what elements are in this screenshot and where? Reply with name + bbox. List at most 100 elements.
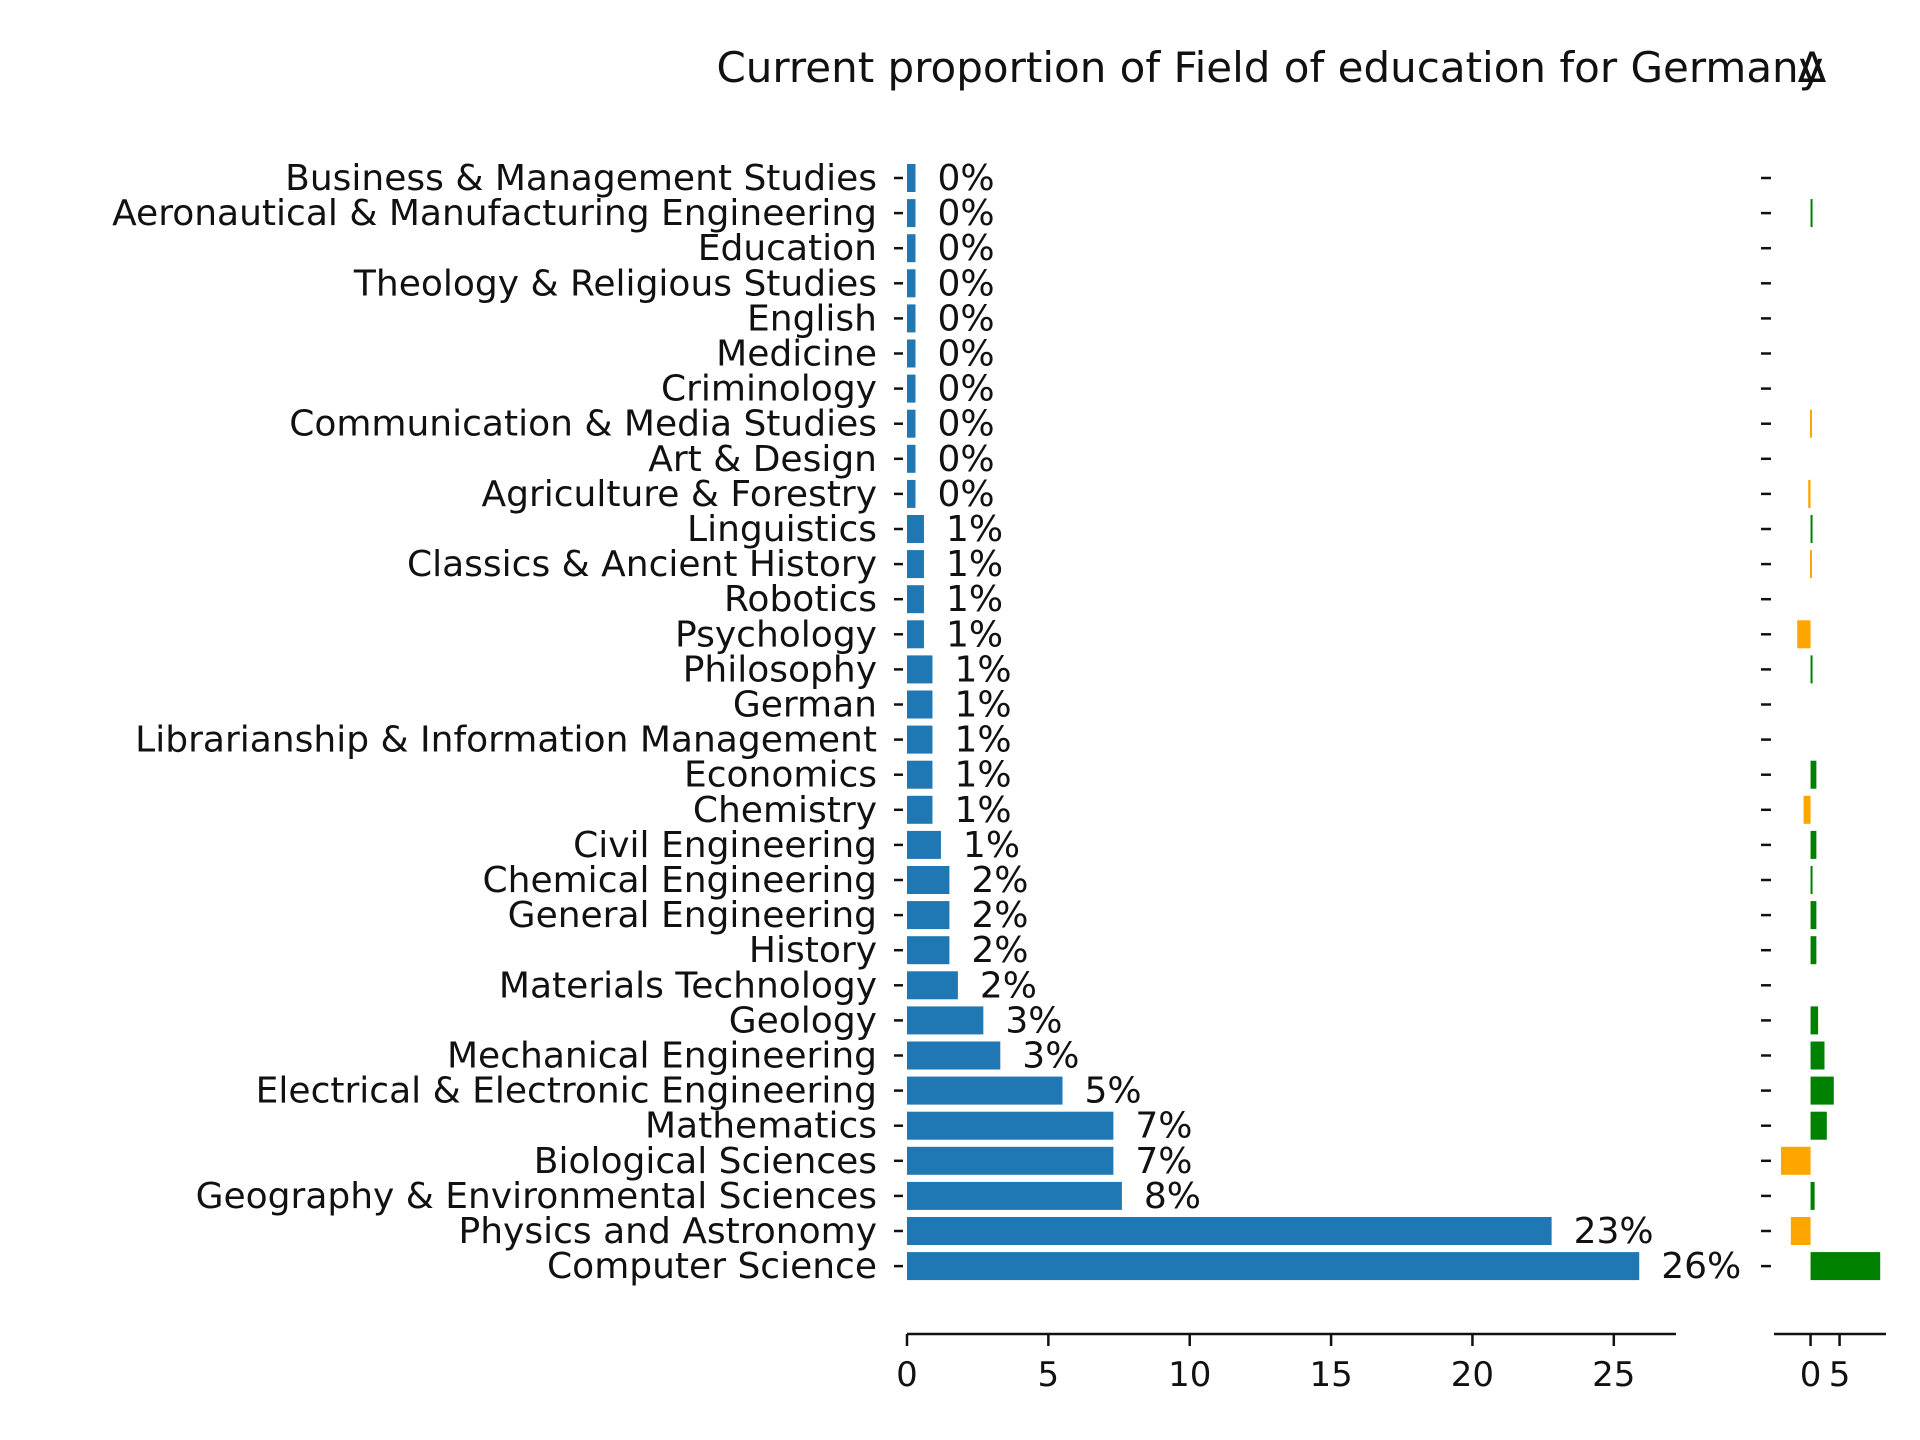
category-label: History [749, 930, 877, 971]
category-label: Communication & Media Studies [289, 404, 877, 445]
category-label: Linguistics [687, 509, 877, 550]
delta-bar-positive [1810, 866, 1813, 894]
delta-bar-positive [1810, 1181, 1815, 1210]
category-label: Materials Technology [499, 965, 877, 1006]
value-label: 1% [963, 825, 1020, 866]
delta-bar-positive [1810, 936, 1817, 965]
value-label: 0% [937, 439, 994, 480]
delta-bar-negative [1809, 550, 1812, 579]
category-label: Biological Sciences [534, 1141, 877, 1182]
value-label: 1% [946, 509, 1003, 550]
value-label: 7% [1135, 1141, 1192, 1182]
value-label: 1% [946, 544, 1003, 585]
bar [907, 550, 924, 579]
category-label: Robotics [724, 579, 877, 620]
category-label: Physics and Astronomy [459, 1211, 878, 1252]
delta-bar-positive [1810, 655, 1813, 684]
value-label: 2% [971, 930, 1028, 971]
category-label: Education [698, 228, 877, 269]
value-label: 0% [937, 193, 994, 234]
category-label: Aeronautical & Manufacturing Engineering [112, 193, 877, 234]
bar [907, 585, 924, 614]
value-label: 1% [954, 755, 1011, 796]
value-label: 2% [980, 965, 1037, 1006]
bar [907, 690, 933, 719]
category-label: German [733, 685, 877, 726]
category-label: Business & Management Studies [285, 158, 877, 199]
bar [907, 199, 916, 228]
x-tick-label: 25 [1592, 1355, 1635, 1395]
category-label: Theology & Religious Studies [353, 263, 877, 304]
bar [907, 164, 916, 192]
value-label: 0% [937, 263, 994, 304]
delta-bar-negative [1803, 795, 1811, 824]
bar [907, 901, 950, 930]
bar [907, 760, 933, 789]
x-tick-label: 15 [1309, 1355, 1352, 1395]
category-label: Criminology [661, 369, 877, 410]
bar [907, 971, 958, 1000]
delta-bar-positive [1810, 515, 1813, 543]
delta-bar-negative [1809, 409, 1812, 438]
bar [907, 936, 950, 965]
bar [907, 444, 916, 473]
value-label: 0% [937, 334, 994, 375]
delta-chart-title: Δ [1798, 43, 1827, 92]
value-label: 0% [937, 158, 994, 199]
delta-x-tick-label: 5 [1829, 1355, 1851, 1395]
bar [907, 515, 924, 543]
bar [907, 1006, 984, 1035]
value-label: 7% [1135, 1106, 1192, 1147]
value-label: 1% [954, 649, 1011, 690]
value-label: 1% [954, 790, 1011, 831]
delta-bar-negative [1808, 479, 1811, 508]
category-label: Computer Science [547, 1246, 877, 1287]
value-label: 1% [946, 614, 1003, 655]
delta-bar-negative [1780, 1146, 1811, 1175]
value-label: 0% [937, 298, 994, 339]
value-label: 1% [946, 579, 1003, 620]
delta-bar-positive [1810, 1006, 1819, 1035]
category-label: Philosophy [683, 649, 877, 690]
bar [907, 1217, 1552, 1245]
delta-bar-positive [1810, 1041, 1825, 1070]
category-label: Mechanical Engineering [447, 1036, 877, 1077]
category-label: Chemistry [693, 790, 877, 831]
delta-bar-positive [1810, 760, 1817, 789]
bar [907, 655, 933, 684]
bar [907, 304, 916, 333]
category-label: Classics & Ancient History [407, 544, 877, 585]
category-label: Mathematics [645, 1106, 877, 1147]
category-label: English [747, 298, 877, 339]
x-tick-label: 5 [1038, 1355, 1060, 1395]
bar [907, 1076, 1063, 1105]
value-label: 23% [1574, 1211, 1654, 1252]
category-label: Geography & Environmental Sciences [196, 1176, 877, 1217]
delta-bar-positive [1810, 1111, 1827, 1140]
value-label: 2% [971, 895, 1028, 936]
bar [907, 866, 950, 894]
category-label: Civil Engineering [573, 825, 877, 866]
delta-bar-positive [1810, 199, 1813, 228]
value-label: 8% [1144, 1176, 1201, 1217]
category-label: Electrical & Electronic Engineering [256, 1071, 877, 1112]
category-label: Medicine [716, 334, 877, 375]
category-label: Chemical Engineering [483, 860, 877, 901]
bar [907, 1181, 1122, 1210]
x-tick-label: 20 [1451, 1355, 1494, 1395]
delta-bar-negative [1797, 620, 1811, 649]
value-label: 0% [937, 228, 994, 269]
bar [907, 620, 924, 649]
bar [907, 374, 916, 403]
category-label: Art & Design [648, 439, 877, 480]
category-label: Agriculture & Forestry [481, 474, 877, 515]
delta-bar-positive [1810, 830, 1817, 859]
main-bar-plot: Business & Management Studies 0% Aeronauti… [112, 158, 1741, 1395]
category-label: General Engineering [508, 895, 877, 936]
bar [907, 479, 916, 508]
bar [907, 234, 916, 263]
bar [907, 1041, 1001, 1070]
value-label: 2% [971, 860, 1028, 901]
